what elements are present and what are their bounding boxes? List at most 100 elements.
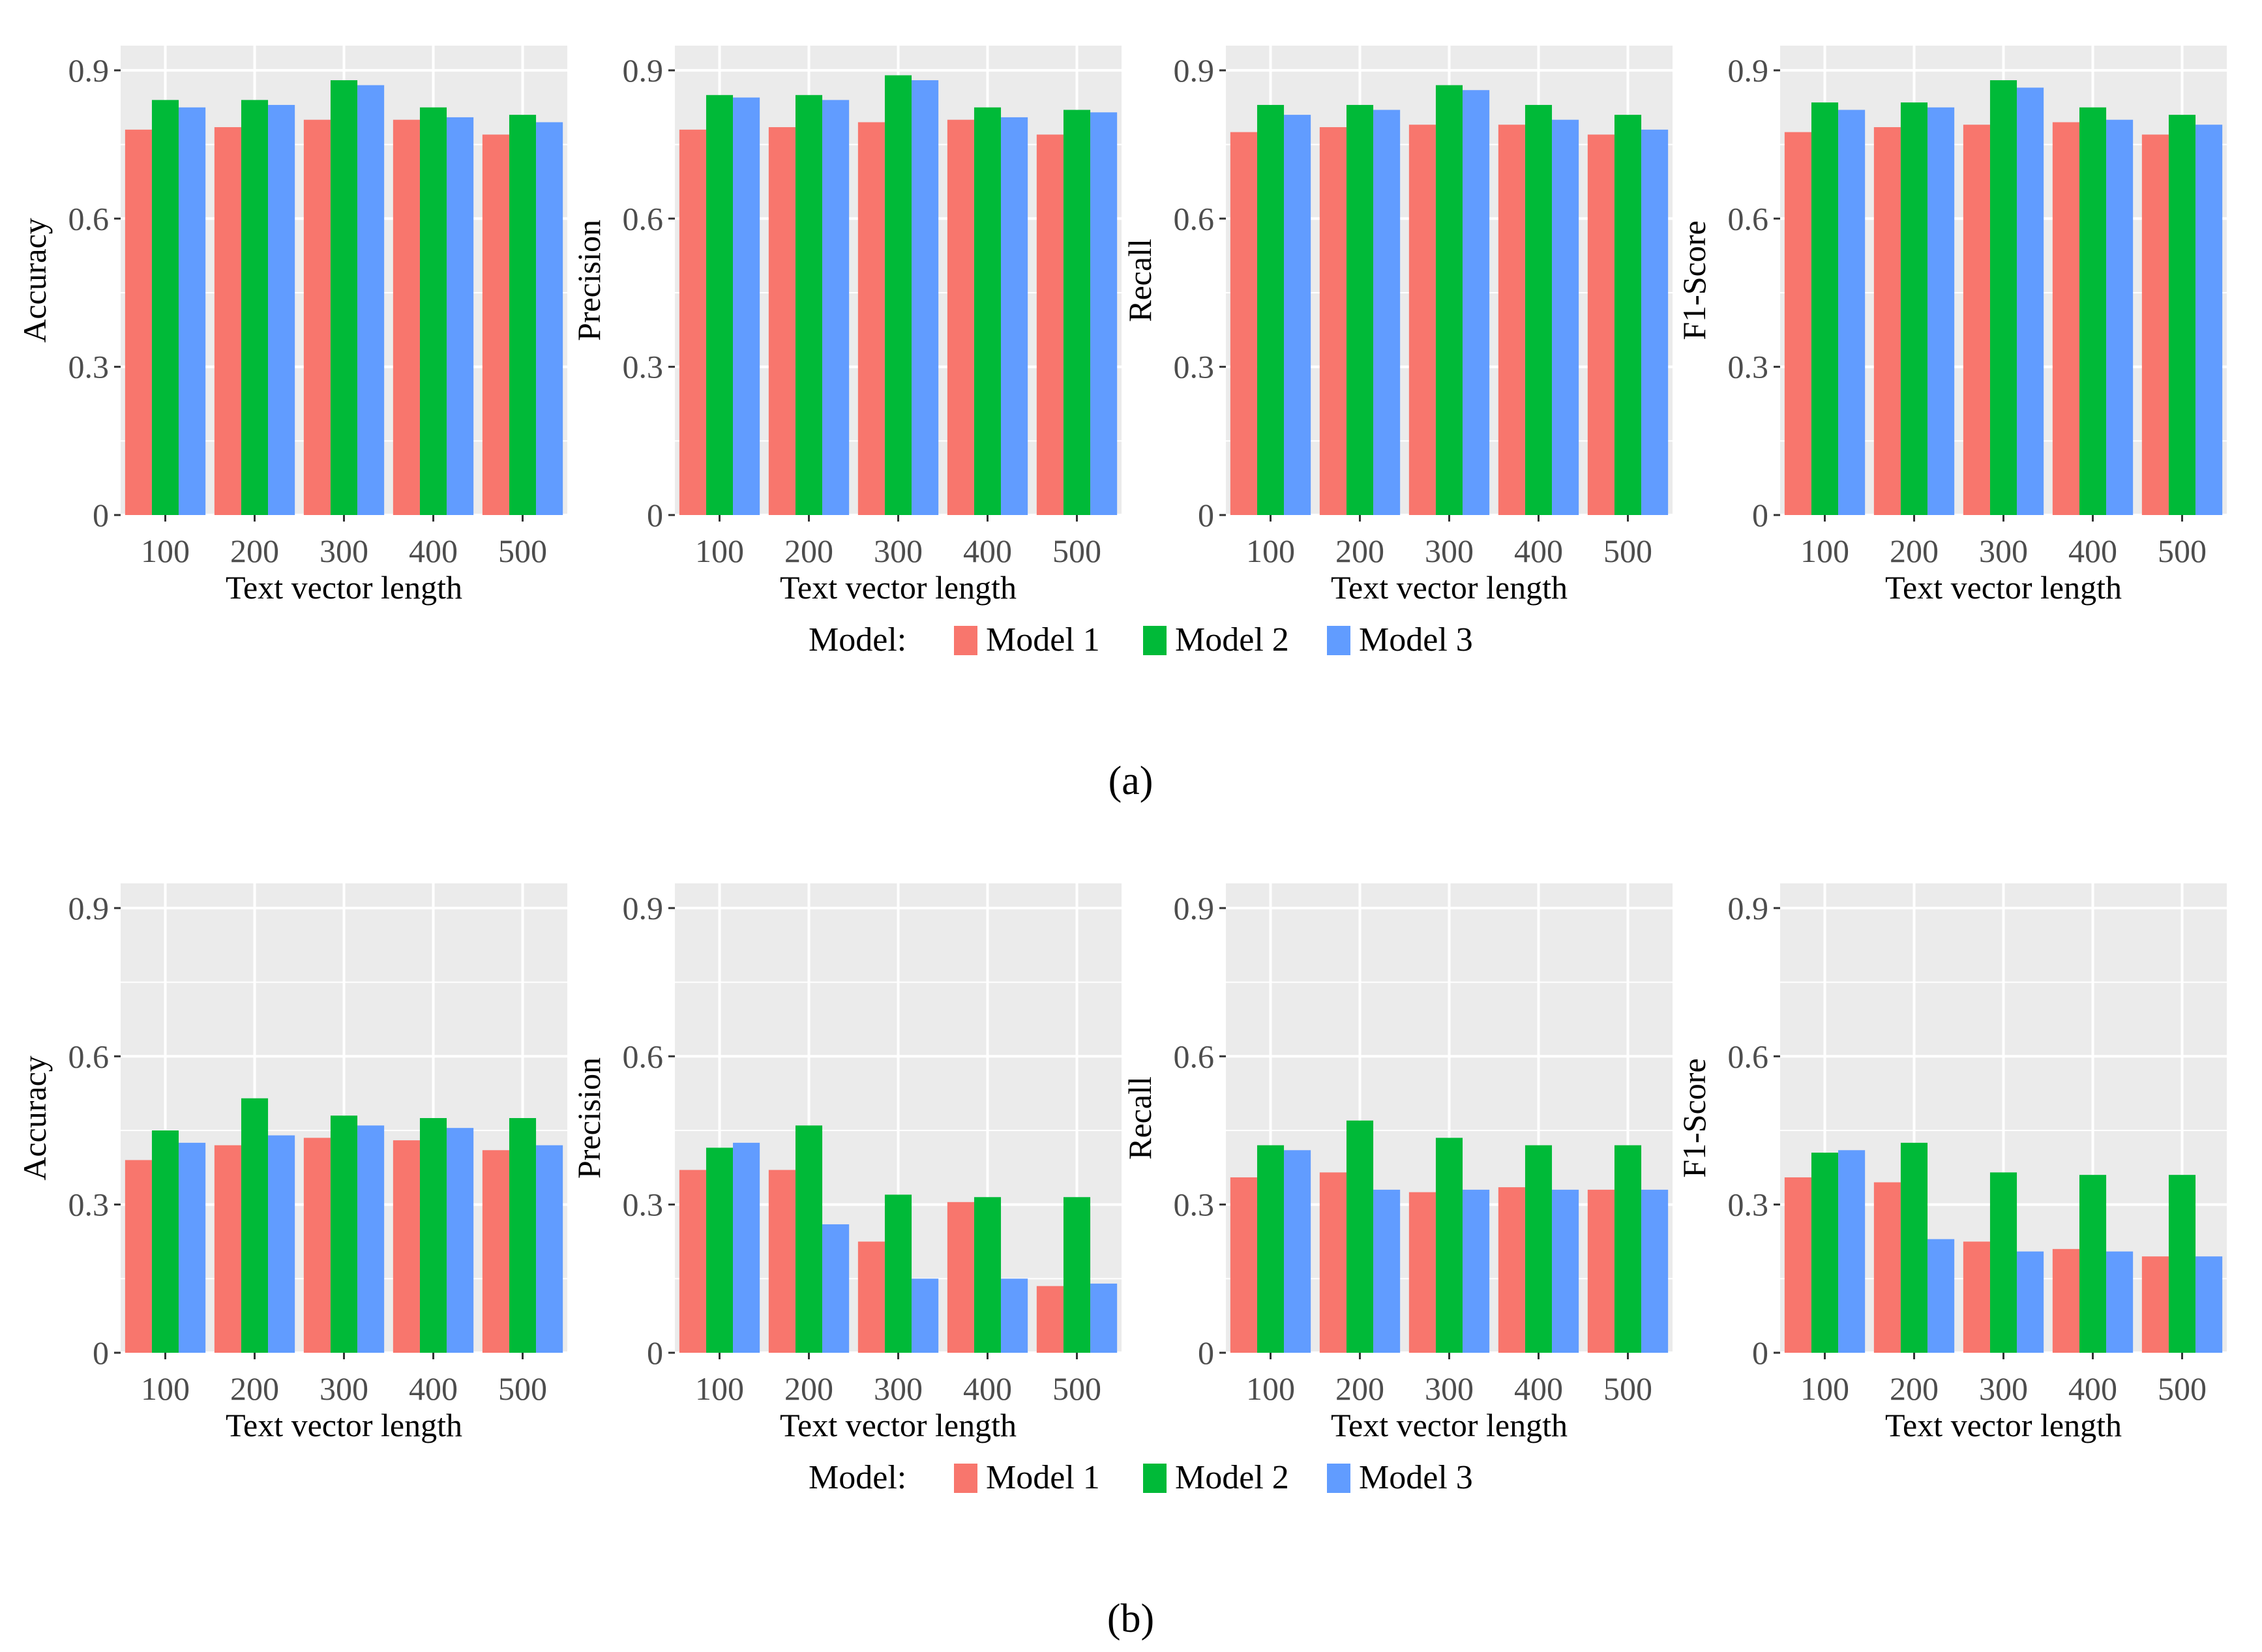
bar-model-1-500 <box>2141 1256 2169 1353</box>
y-tick-label: 0 <box>1752 1335 1768 1371</box>
bar-model-1-200 <box>768 127 796 516</box>
bar-model-1-400 <box>393 1140 420 1353</box>
legend-label-model-1: Model 1 <box>986 1459 1100 1496</box>
x-tick-label: 100 <box>141 1370 190 1407</box>
bar-model-3-300 <box>1463 90 1490 516</box>
x-tick-label: 200 <box>230 533 279 569</box>
bar-model-3-500 <box>1641 1189 1669 1353</box>
chart-panel-a-accuracy: 0 0.3 0.6 0.9 100 200 300 400 500 Text vector len… <box>16 46 567 606</box>
bar-model-1-100 <box>125 129 152 515</box>
y-tick-label: 0.6 <box>623 1038 664 1074</box>
bar-model-2-300 <box>1435 1138 1463 1353</box>
bar-model-3-300 <box>1463 1189 1490 1353</box>
bar-model-1-500 <box>1036 134 1064 516</box>
bar-model-1-100 <box>1230 1177 1257 1353</box>
y-tick-label: 0.3 <box>68 1187 110 1223</box>
chart-panel-b-f1-score: 0 0.3 0.6 0.9 100 200 300 400 500 Text vector len… <box>1676 883 2227 1443</box>
bar-model-3-200 <box>268 1135 295 1353</box>
x-tick-label: 400 <box>409 533 458 569</box>
bar-model-1-400 <box>1498 1187 1525 1353</box>
bar-model-2-500 <box>1063 110 1091 516</box>
bar-model-2-300 <box>1989 80 2017 516</box>
y-tick-label: 0.9 <box>1174 890 1215 926</box>
bar-model-3-500 <box>1090 1283 1118 1353</box>
legend-label-model-2: Model 2 <box>1175 621 1289 658</box>
x-tick-label: 500 <box>498 1370 547 1407</box>
bar-model-2-200 <box>1900 1142 1928 1353</box>
x-tick-label: 300 <box>1425 1370 1474 1407</box>
y-tick-label: 0 <box>647 497 663 533</box>
bar-model-3-100 <box>1284 115 1311 515</box>
y-tick-label: 0.3 <box>1174 1187 1215 1223</box>
bar-model-2-300 <box>1435 85 1463 515</box>
y-tick-label: 0.3 <box>623 1187 664 1223</box>
legend-label-model-3: Model 3 <box>1359 621 1473 658</box>
legend-swatch-model-1 <box>954 1464 977 1493</box>
x-tick-label: 300 <box>1979 1370 2028 1407</box>
bar-model-3-100 <box>1838 1150 1866 1353</box>
chart-panel-a-f1-score: 0 0.3 0.6 0.9 100 200 300 400 500 Text vector len… <box>1676 46 2227 606</box>
bar-model-3-500 <box>1641 129 1669 515</box>
bar-model-1-400 <box>1498 125 1525 515</box>
y-axis-title: Precision <box>571 220 607 341</box>
bar-model-1-400 <box>2052 122 2079 515</box>
x-tick-label: 200 <box>230 1370 279 1407</box>
bar-model-1-200 <box>1873 1182 1901 1353</box>
y-tick-label: 0.9 <box>1728 52 1769 89</box>
bar-model-2-300 <box>1989 1172 2017 1353</box>
bar-model-3-100 <box>1838 110 1866 516</box>
bar-model-1-400 <box>393 119 420 515</box>
legend-title: Model: <box>809 621 906 658</box>
bar-model-2-300 <box>330 1115 358 1353</box>
bar-model-3-300 <box>2017 87 2044 516</box>
bar-model-3-400 <box>1552 119 1579 515</box>
x-tick-label: 200 <box>784 533 833 569</box>
bar-model-2-100 <box>151 100 179 516</box>
bar-model-2-200 <box>795 95 823 515</box>
x-tick-label: 200 <box>1890 533 1939 569</box>
x-axis-title: Text vector length <box>1885 569 2122 606</box>
bar-model-3-500 <box>2195 1256 2223 1353</box>
bar-model-3-500 <box>2195 125 2223 515</box>
bar-model-3-500 <box>536 122 563 515</box>
y-tick-label: 0.6 <box>1174 1038 1215 1074</box>
x-tick-label: 100 <box>1800 533 1849 569</box>
bar-model-2-500 <box>1063 1197 1091 1353</box>
bar-model-1-100 <box>1784 1177 1811 1353</box>
legend-b: Model: Model 1 Model 2 Model 3 <box>809 1459 1473 1496</box>
bar-model-2-500 <box>2168 1175 2196 1353</box>
y-tick-label: 0.9 <box>68 890 110 926</box>
x-tick-label: 500 <box>1052 1370 1101 1407</box>
y-tick-label: 0.9 <box>68 52 110 89</box>
bar-model-1-200 <box>214 1145 241 1353</box>
bar-model-2-300 <box>330 80 358 516</box>
x-axis-title: Text vector length <box>1331 569 1568 606</box>
y-tick-label: 0.6 <box>1174 200 1215 237</box>
panels: 0 0.3 0.6 0.9 100 200 300 400 500 Text vector len… <box>16 46 2227 1443</box>
bar-model-1-300 <box>857 1241 885 1353</box>
x-tick-label: 200 <box>1335 533 1384 569</box>
bar-model-1-100 <box>679 1170 706 1353</box>
chart-panel-b-precision: 0 0.3 0.6 0.9 100 200 300 400 500 Text vector len… <box>571 883 1122 1443</box>
bar-model-3-100 <box>733 1142 760 1353</box>
legend-label-model-2: Model 2 <box>1175 1459 1289 1496</box>
legend-swatch-model-3 <box>1327 1464 1350 1493</box>
x-tick-label: 400 <box>963 533 1012 569</box>
x-tick-label: 200 <box>784 1370 833 1407</box>
caption-b: (b) <box>1107 1597 1154 1641</box>
bar-model-2-400 <box>974 1197 1002 1353</box>
bar-model-2-400 <box>1525 104 1553 515</box>
y-axis-title: Recall <box>1122 239 1158 322</box>
x-tick-label: 300 <box>874 1370 923 1407</box>
bar-model-3-200 <box>1373 110 1401 516</box>
x-tick-label: 100 <box>141 533 190 569</box>
bar-model-3-200 <box>822 1224 850 1353</box>
chart-panel-a-recall: 0 0.3 0.6 0.9 100 200 300 400 500 Text vector len… <box>1122 46 1673 606</box>
caption-a: (a) <box>1109 759 1153 803</box>
bar-model-3-300 <box>357 1125 385 1353</box>
y-tick-label: 0 <box>1198 1335 1214 1371</box>
bar-model-2-500 <box>509 1118 537 1353</box>
y-tick-label: 0.9 <box>1174 52 1215 89</box>
x-tick-label: 400 <box>1514 1370 1563 1407</box>
